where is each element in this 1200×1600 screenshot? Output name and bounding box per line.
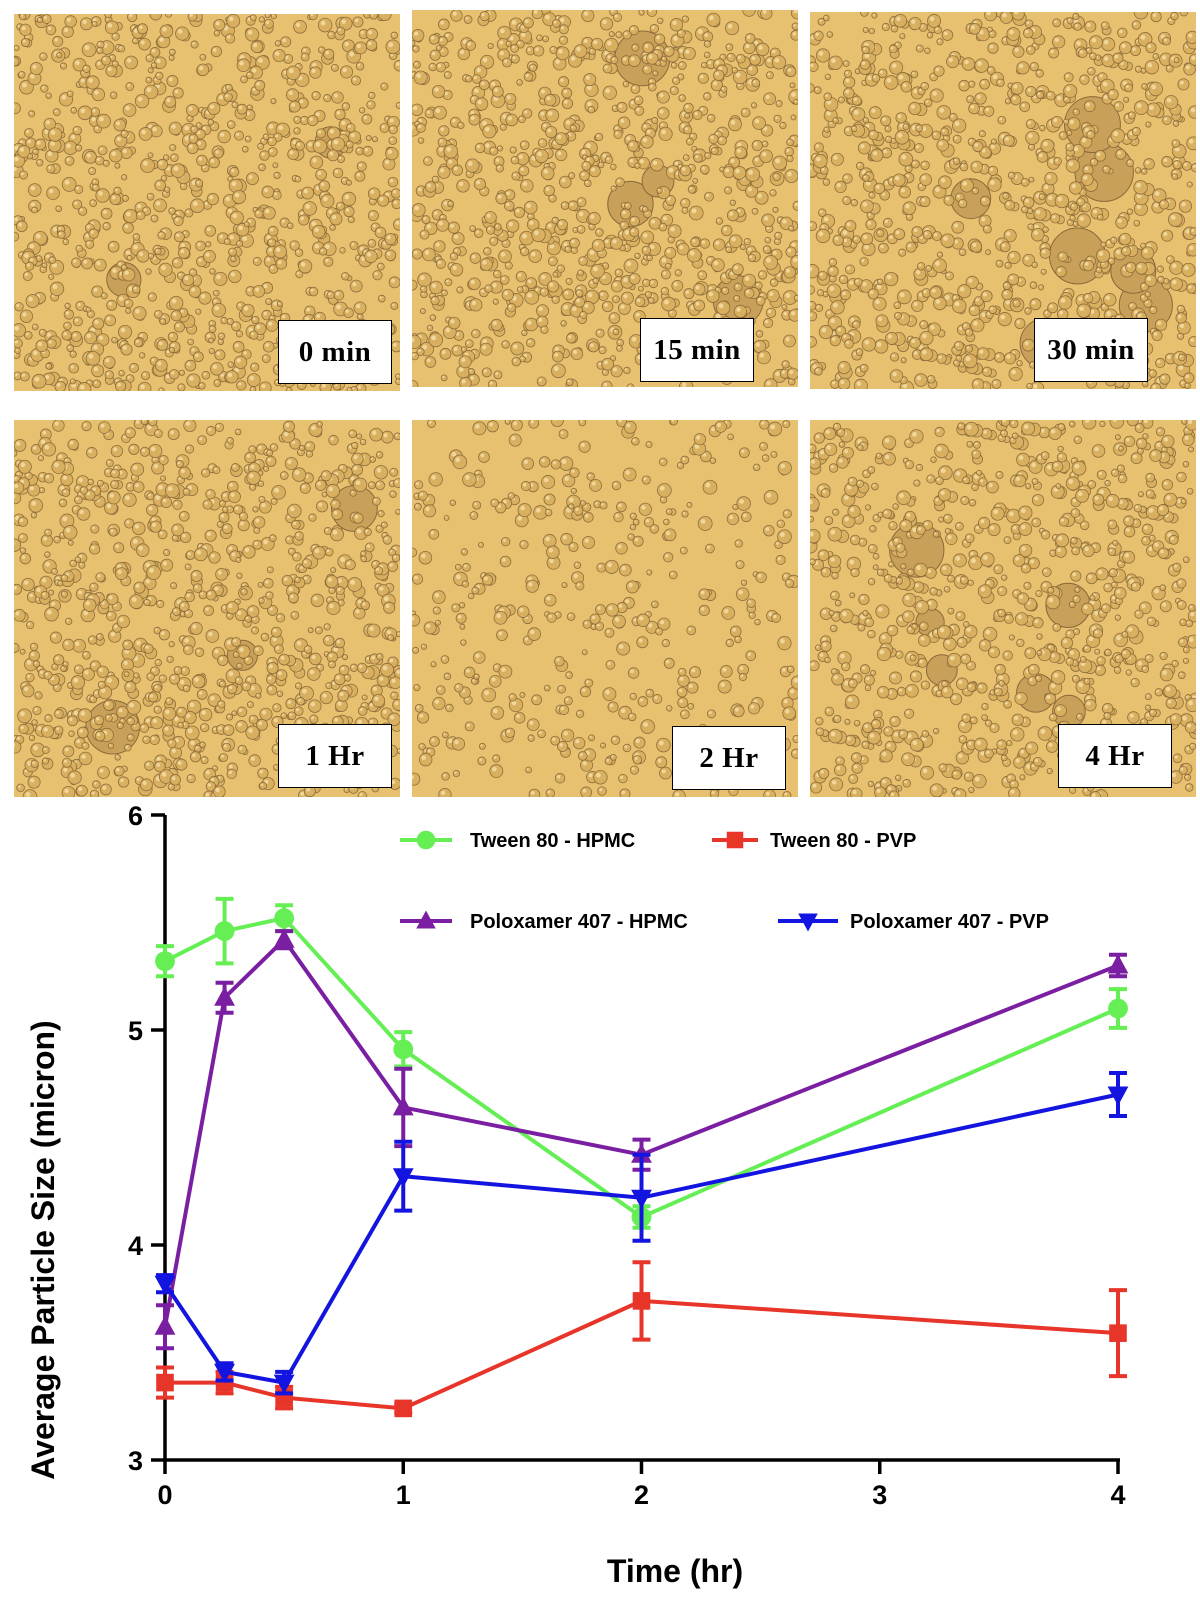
- legend-label: Tween 80 - HPMC: [470, 830, 635, 852]
- x-axis-title: Time (hr): [607, 1553, 743, 1589]
- particle-size-chart: 3 4 5 6 0 1 2 3 4 Tween 80 - HPMC Tween 80 - PVP P…: [25, 805, 1129, 1589]
- series-line: [163, 1092, 1119, 1385]
- y-tick-label: 5: [128, 1016, 143, 1046]
- data-point: [273, 1374, 295, 1394]
- data-point: [214, 921, 235, 942]
- y-tick-label: 4: [128, 1231, 143, 1261]
- droplets: [810, 420, 1196, 797]
- chart-axes: 3 4 5 6 0 1 2 3 4: [128, 805, 1126, 1510]
- legend-item-1: Tween 80 - PVP: [712, 830, 916, 852]
- legend-marker: [798, 913, 818, 932]
- data-point: [214, 1363, 235, 1384]
- data-point: [154, 1315, 176, 1335]
- micrograph-panel-30min: 30 min: [810, 12, 1196, 389]
- legend-item-2: Poloxamer 407 - HPMC: [400, 910, 688, 933]
- data-point: [273, 928, 295, 948]
- legend-label: Tween 80 - PVP: [770, 830, 916, 852]
- droplets: [14, 420, 400, 797]
- data-point: [274, 908, 295, 929]
- y-tick-label: 6: [128, 805, 143, 831]
- data-point: [154, 1275, 176, 1295]
- data-point: [394, 1399, 413, 1418]
- legend-marker: [416, 830, 436, 850]
- series-1: [156, 1260, 1127, 1418]
- y-tick-label: 3: [128, 1446, 143, 1476]
- series-line: [163, 937, 1119, 1328]
- chart-legend: Tween 80 - HPMC Tween 80 - PVP Poloxamer 4…: [400, 830, 1049, 933]
- legend-marker: [416, 910, 436, 929]
- time-label: 15 min: [640, 318, 754, 382]
- x-tick-label: 1: [396, 1480, 411, 1510]
- data-point: [1108, 998, 1128, 1019]
- x-tick-label: 2: [634, 1480, 649, 1510]
- data-point: [631, 1189, 652, 1209]
- x-tick-label: 3: [872, 1480, 887, 1510]
- data-point: [632, 1292, 651, 1310]
- series-3: [154, 1071, 1129, 1396]
- data-point: [214, 986, 235, 1006]
- data-point: [392, 1096, 414, 1116]
- series-line: [165, 1298, 1119, 1411]
- micrograph-panel-0min: 0 min: [14, 14, 400, 391]
- data-point: [1109, 1324, 1127, 1342]
- micrograph-image: [412, 10, 798, 387]
- micrograph-panel-2hr: 2 Hr: [412, 420, 798, 797]
- chart-series-layer: [154, 896, 1129, 1418]
- micrograph-panel-4hr: 4 Hr: [810, 420, 1196, 797]
- data-point: [393, 1039, 414, 1060]
- legend-marker: [726, 831, 744, 849]
- time-label: 4 Hr: [1058, 724, 1172, 788]
- data-point: [155, 951, 175, 972]
- data-point: [1107, 1086, 1129, 1106]
- series-2: [154, 928, 1129, 1351]
- time-label: 30 min: [1034, 318, 1148, 382]
- micrograph-panel-1hr: 1 Hr: [14, 420, 400, 797]
- x-tick-label: 4: [1110, 1480, 1125, 1510]
- data-point: [392, 1168, 414, 1188]
- legend-label: Poloxamer 407 - PVP: [850, 911, 1049, 933]
- time-label: 0 min: [278, 320, 392, 384]
- droplets: [412, 420, 798, 797]
- legend-item-0: Tween 80 - HPMC: [400, 830, 635, 852]
- legend-item-3: Poloxamer 407 - PVP: [778, 911, 1049, 933]
- data-point: [156, 1373, 174, 1392]
- data-point: [1107, 954, 1129, 974]
- time-label: 1 Hr: [278, 724, 392, 788]
- x-tick-label: 0: [157, 1480, 172, 1510]
- time-label: 2 Hr: [672, 726, 786, 790]
- y-axis-title: Average Particle Size (micron): [25, 1020, 61, 1479]
- legend-label: Poloxamer 407 - HPMC: [470, 911, 688, 933]
- micrograph-panel-15min: 15 min: [412, 10, 798, 387]
